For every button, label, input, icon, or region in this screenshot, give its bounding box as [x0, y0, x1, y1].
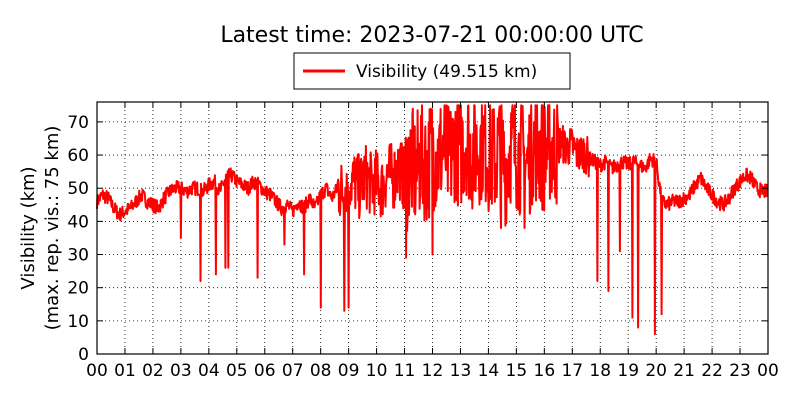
series-line-visibility [96, 104, 769, 336]
x-tick-label: 17 [561, 361, 583, 381]
x-tick-label: 15 [506, 361, 528, 381]
y-tick-label: 70 [67, 113, 89, 133]
x-tick-label: 20 [645, 361, 667, 381]
x-tick-label: 21 [673, 361, 695, 381]
x-tick-label: 18 [589, 361, 611, 381]
x-tick-label: 05 [226, 361, 248, 381]
legend: Visibility (49.515 km) [293, 52, 571, 90]
y-axis-label-line1: Visibility (km) [18, 166, 39, 289]
legend-label: Visibility (49.515 km) [356, 62, 537, 82]
x-tick-label: 02 [142, 361, 164, 381]
y-tick-label: 20 [67, 279, 89, 299]
x-tick-label: 14 [478, 361, 500, 381]
x-tick-label: 16 [534, 361, 556, 381]
y-tick-label: 0 [78, 345, 89, 365]
x-tick-label: 22 [701, 361, 723, 381]
x-tick-label: 09 [338, 361, 360, 381]
x-tick-label: 23 [729, 361, 751, 381]
x-tick-label: 10 [366, 361, 388, 381]
x-tick-label: 11 [394, 361, 416, 381]
x-tick-label: 01 [114, 361, 136, 381]
y-tick-label: 50 [67, 179, 89, 199]
x-tick-label: 13 [450, 361, 472, 381]
y-tick-label: 60 [67, 146, 89, 166]
x-tick-label: 03 [170, 361, 192, 381]
y-axis-label-line2: (max. rep. vis.: 75 km) [42, 126, 63, 331]
y-tick-label: 30 [67, 246, 89, 266]
y-tick-label: 40 [67, 212, 89, 232]
x-tick-label: 00 [86, 361, 108, 381]
x-tick-label: 00 [757, 361, 779, 381]
x-tick-label: 08 [310, 361, 332, 381]
x-tick-label: 12 [422, 361, 444, 381]
x-tick-label: 06 [254, 361, 276, 381]
ticks: 0 10 20 30 40 50 60 70 00 01 02 03 04 05 06 07 08 09 10 11 1… [67, 102, 779, 381]
x-tick-label: 07 [282, 361, 304, 381]
x-tick-label: 19 [617, 361, 639, 381]
series-layer [96, 104, 769, 336]
y-tick-label: 10 [67, 312, 89, 332]
x-tick-label: 04 [198, 361, 220, 381]
chart-title: Latest time: 2023-07-21 00:00:00 UTC [220, 23, 643, 48]
